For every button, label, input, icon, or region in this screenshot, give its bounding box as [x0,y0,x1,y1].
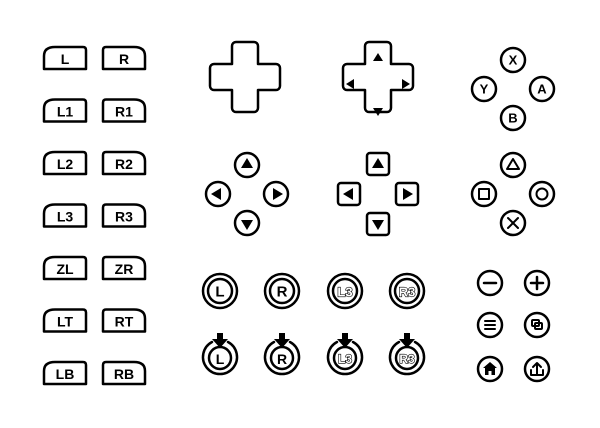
shoulder-button-rb: RB [101,360,147,386]
shoulder-button-label: ZR [115,261,134,277]
shoulder-button-label: L2 [57,156,74,172]
shoulder-button-label: R2 [115,156,133,172]
share-icon [523,355,551,383]
face-buttons-shapes [470,151,556,237]
shoulder-button-zr: ZR [101,255,147,281]
shoulder-button-label: ZL [56,261,74,277]
stick-l3-icon: L3 [326,272,364,310]
face-button-b-label: B [508,111,517,126]
shoulder-button-r: R [101,45,147,71]
view-icon [523,311,551,339]
shoulder-button-label: R3 [115,209,133,225]
menu-icon [476,311,504,339]
shoulder-button-l2: L2 [42,150,88,176]
shoulder-button-lt: LT [42,308,88,333]
shoulder-button-l: L [42,45,88,71]
shoulder-button-label: R1 [115,104,133,120]
shoulder-buttons: L R L1 R1 L2 R2 L3 R3 ZL ZR LT RT LB RB [42,45,147,386]
stick-press-label: R3 [399,352,415,366]
shoulder-button-r2: R2 [101,150,147,176]
face-buttons-letters: X Y A B [470,46,556,132]
shoulder-button-label: LB [56,366,75,382]
shoulder-button-rt: RT [101,308,147,333]
stick-press-label: L3 [338,352,352,366]
stick-label: L [215,284,224,301]
stick-r-icon: R [263,272,301,310]
analog-sticks: L R L3 R3 [201,272,426,310]
stick-press-label: L [216,351,225,367]
triangle-icon [506,158,520,170]
stick-label: L3 [337,285,352,300]
stick-l-icon: L [201,272,239,310]
stick-r3-icon: R3 [388,272,426,310]
circle-icon [535,187,549,201]
shoulder-button-zl: ZL [42,255,88,281]
face-button-a-label: A [537,82,547,97]
shoulder-button-label: L3 [57,209,74,225]
stick-label: R [277,284,288,301]
stick-press-label: R [277,351,287,367]
plus-icon [523,269,551,297]
shoulder-button-label: RT [115,314,134,330]
stick-r3-press-icon: R3 [388,333,426,376]
shoulder-button-label: L [61,51,70,67]
stick-r-press-icon: R [263,333,301,376]
stick-l-press-icon: L [201,333,239,376]
home-icon [476,355,504,383]
face-button-x-label: X [509,53,518,68]
shoulder-button-l1: L1 [42,98,88,123]
square-arrow-buttons-icon [336,151,420,237]
analog-stick-press: L R L3 R3 [201,333,426,376]
stick-l3-press-icon: L3 [326,333,364,376]
shoulder-button-label: LT [57,314,74,330]
shoulder-button-l3: L3 [42,203,88,228]
minus-icon [476,269,504,297]
dpad-arrows-icon [341,40,415,116]
shoulder-button-label: R [119,51,129,67]
shoulder-button-r3: R3 [101,203,147,228]
system-buttons [476,269,551,383]
face-button-y-label: Y [480,82,489,97]
cross-icon [507,217,519,229]
shoulder-button-r1: R1 [101,98,147,123]
square-icon [478,188,490,200]
stick-label: R3 [399,285,416,300]
shoulder-button-label: L1 [57,104,74,120]
shoulder-button-label: RB [114,366,134,382]
dpad-plain-icon [208,40,282,114]
round-arrow-buttons-icon [204,151,290,237]
shoulder-button-lb: LB [42,360,88,386]
